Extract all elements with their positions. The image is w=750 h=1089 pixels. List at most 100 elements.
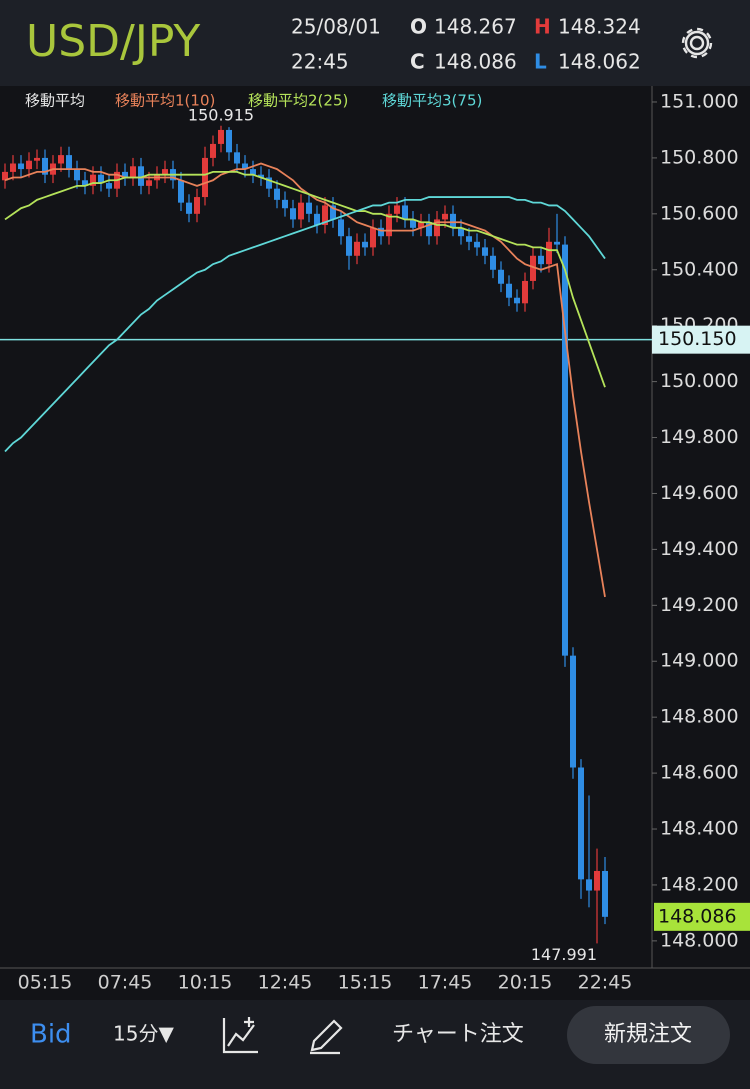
candle-body <box>578 767 584 880</box>
candle-body <box>434 219 440 237</box>
candle-body <box>146 180 152 186</box>
x-tick-label: 17:45 <box>418 972 473 994</box>
candle-body <box>338 219 344 237</box>
y-tick-label: 150.400 <box>660 258 739 280</box>
ohlc-value: 148.324 <box>558 15 641 39</box>
ohlc-key: L <box>534 50 547 74</box>
new-order-label[interactable]: 新規注文 <box>604 1022 692 1047</box>
candle-body <box>322 205 328 226</box>
ohlc-key: C <box>410 50 425 74</box>
moving-average-line <box>4 170 606 388</box>
candle-body <box>74 169 80 181</box>
candle-body <box>274 188 280 200</box>
x-tick-label: 10:15 <box>178 972 233 994</box>
y-tick-label: 148.600 <box>660 762 739 784</box>
candle-body <box>178 180 184 203</box>
candle-body <box>346 236 352 256</box>
indicator-icon[interactable] <box>222 1017 258 1054</box>
y-tick-label: 149.400 <box>660 538 739 560</box>
legend-entry: 移動平均3(75) <box>382 92 482 110</box>
ohlc-key: O <box>410 15 427 39</box>
candle-body <box>410 219 416 228</box>
candle-body <box>290 208 296 220</box>
current-price-label: 148.086 <box>658 905 737 927</box>
ohlc-value: 148.267 <box>434 15 517 39</box>
candle-body <box>538 255 544 265</box>
candle-body <box>314 213 320 226</box>
x-tick-label: 05:15 <box>18 972 73 994</box>
candle-body <box>18 163 24 170</box>
draw-icon[interactable] <box>310 1019 343 1055</box>
candle-body <box>354 241 360 256</box>
x-tick-label: 07:45 <box>98 972 153 994</box>
ohlc-key: H <box>534 15 551 39</box>
y-tick-label: 149.200 <box>660 594 739 616</box>
candle-body <box>490 255 496 270</box>
candle-body <box>450 213 456 228</box>
y-tick-label: 150.000 <box>660 370 739 392</box>
candle-body <box>546 241 552 265</box>
candle-body <box>378 227 384 237</box>
candle-body <box>82 180 88 186</box>
interval-select[interactable]: 15分▼ <box>113 1022 174 1046</box>
candle-body <box>130 166 136 178</box>
y-tick-label: 151.000 <box>660 90 739 112</box>
candle-body <box>218 129 224 144</box>
candle-body <box>602 870 608 917</box>
y-tick-label: 149.000 <box>660 650 739 672</box>
candle-body <box>250 169 256 175</box>
candle-body <box>210 143 216 158</box>
candle-body <box>202 157 208 198</box>
candle-body <box>586 879 592 891</box>
y-tick-label: 150.600 <box>660 202 739 224</box>
candle-body <box>394 205 400 214</box>
bid-toggle[interactable]: Bid <box>30 1020 72 1050</box>
plot: 151.000150.800150.600150.400150.200150.0… <box>0 90 750 994</box>
candle-body <box>34 157 40 161</box>
candle-body <box>226 129 232 153</box>
candle-body <box>122 171 128 178</box>
ohlc-value: 148.062 <box>558 50 641 74</box>
low-annotation: 147.991 <box>531 945 597 964</box>
candle-body <box>458 227 464 237</box>
price-line-label: 150.150 <box>658 328 737 350</box>
date: 25/08/01 <box>291 15 381 39</box>
new-order-button[interactable] <box>567 1006 730 1064</box>
candle-body <box>242 163 248 170</box>
settings-icon[interactable] <box>681 27 713 59</box>
y-tick-label: 150.800 <box>660 146 739 168</box>
header-bg <box>0 0 750 86</box>
legend-entry: 移動平均2(25) <box>248 92 348 110</box>
candle-body <box>194 197 200 214</box>
candle-body <box>66 155 72 170</box>
candle-body <box>330 205 336 220</box>
y-tick-label: 148.400 <box>660 818 739 840</box>
candle-body <box>266 177 272 189</box>
candle-body <box>442 213 448 220</box>
candle-body <box>426 222 432 237</box>
chart-order[interactable]: チャート注文 <box>392 1022 524 1047</box>
candle-body <box>2 171 8 181</box>
symbol: USD/JPY <box>26 16 200 67</box>
candle-body <box>402 205 408 220</box>
candle-body <box>386 213 392 237</box>
candle-body <box>282 199 288 209</box>
candle-body <box>162 169 168 175</box>
candle-body <box>186 202 192 214</box>
candle-body <box>530 255 536 281</box>
time: 22:45 <box>291 50 349 74</box>
candle-body <box>562 244 568 656</box>
moving-average-line <box>4 196 606 453</box>
candle-body <box>370 227 376 248</box>
candle-body <box>362 241 368 248</box>
candle-body <box>514 297 520 304</box>
x-tick-label: 15:15 <box>338 972 393 994</box>
candle-body <box>106 183 112 189</box>
moving-average-line <box>4 162 606 598</box>
candle-body <box>474 241 480 248</box>
candle-body <box>258 174 264 178</box>
y-tick-label: 149.600 <box>660 482 739 504</box>
candle-body <box>138 166 144 186</box>
